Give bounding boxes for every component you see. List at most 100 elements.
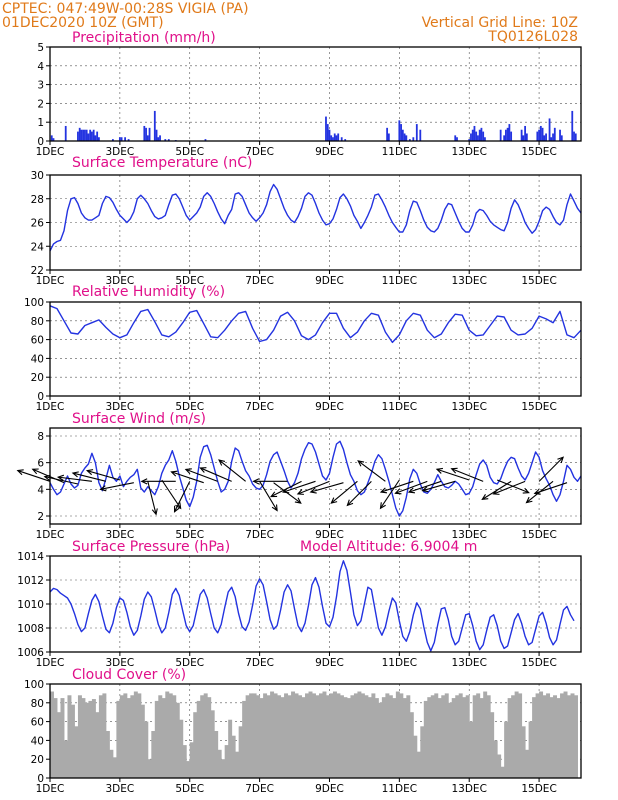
cloud-bar (224, 745, 229, 778)
precip-bar (157, 137, 160, 141)
cloud-bar (63, 740, 68, 778)
cloud-bar (441, 695, 446, 778)
cloud-x-tick-label: 5DEC (175, 783, 204, 795)
cloud-bar (221, 759, 226, 778)
wind-x-tick-label: 3DEC (106, 529, 135, 541)
wind-direction-arrow (16, 469, 51, 482)
cloud-bar (521, 726, 526, 778)
temperature-x-tick-label: 1DEC (36, 275, 65, 287)
precip-bar (524, 125, 527, 141)
pressure-x-tick-label: 7DEC (245, 657, 274, 669)
humidity-x-tick-label: 3DEC (106, 401, 135, 413)
cloud-y-tick-label: 100 (24, 679, 44, 691)
precip-bar (550, 137, 553, 141)
cloud-bar (70, 704, 75, 778)
precip-bar (78, 127, 81, 141)
cloud-bar (490, 712, 495, 778)
humidity-x-tick-label: 5DEC (175, 401, 204, 413)
cloud-bar (486, 695, 491, 778)
wind-direction-arrow (533, 482, 568, 495)
precip-bar (520, 129, 523, 141)
wind-direction-arrow (407, 480, 442, 494)
precip-bar (419, 129, 422, 141)
precip-bar (398, 120, 401, 141)
wind-x-tick-label: 7DEC (245, 529, 274, 541)
precip-bar (543, 135, 546, 141)
cloud-bar (165, 691, 170, 778)
precip-x-tick-label: 15DEC (521, 146, 556, 158)
cloud-bar (479, 698, 484, 778)
precip-bar (92, 129, 95, 141)
precip-bar (340, 137, 343, 141)
cloud-bar (437, 698, 442, 778)
temperature-y-tick-label: 26 (31, 218, 45, 230)
model-altitude-label: Model Altitude: 6.9004 m (300, 539, 477, 555)
pressure-x-tick-label: 1DEC (36, 657, 65, 669)
wind-x-tick-label: 15DEC (521, 529, 556, 541)
cloud-bar (196, 700, 201, 778)
cloud-bar (392, 698, 397, 778)
temperature-x-tick-label: 9DEC (315, 275, 344, 287)
cloud-bar (329, 693, 334, 778)
precip-y-tick-label: 0 (37, 136, 44, 148)
cloud-bar (549, 697, 554, 778)
cloud-bar (140, 704, 145, 778)
cloud-bar (357, 691, 362, 778)
precip-y-tick-label: 2 (37, 98, 44, 110)
cloud-bar (133, 691, 138, 778)
cloud-y-tick-label: 0 (37, 773, 44, 785)
cloud-bar (563, 691, 568, 778)
precip-bar (143, 125, 146, 141)
humidity-y-tick-label: 20 (31, 372, 44, 384)
pressure-x-tick-label: 3DEC (106, 657, 135, 669)
cloud-bar (60, 698, 65, 778)
humidity-y-tick-label: 0 (37, 391, 44, 403)
cloud-bar (74, 726, 79, 778)
precip-y-tick-label: 3 (37, 80, 44, 92)
cloud-y-tick-label: 40 (31, 735, 44, 747)
humidity-x-tick-label: 13DEC (451, 401, 486, 413)
cloud-bar (172, 695, 177, 778)
cloud-bar (574, 695, 578, 778)
pressure-x-tick-label: 9DEC (315, 657, 344, 669)
cloud-bar (273, 693, 278, 778)
cloud-title: Cloud Cover (%) (72, 667, 186, 683)
wind-direction-arrow (450, 467, 484, 482)
temperature-x-tick-label: 5DEC (175, 275, 204, 287)
cloud-x-tick-label: 9DEC (315, 783, 344, 795)
cloud-bar (298, 695, 303, 778)
cloud-bar (228, 719, 233, 778)
cloud-bar (514, 691, 519, 778)
cloud-bar (402, 698, 407, 778)
precip-bar (159, 135, 161, 141)
wind-direction-arrow (199, 467, 232, 482)
cloud-bar (158, 695, 163, 778)
precip-bar (545, 133, 547, 141)
precip-bar (146, 135, 149, 141)
cloud-bar (175, 702, 180, 778)
cloud-bar (374, 698, 379, 778)
precip-bar (332, 137, 334, 141)
precip-x-tick-label: 3DEC (106, 146, 135, 158)
cloud-bar (458, 693, 463, 778)
cloud-bar (210, 710, 215, 778)
wind-x-tick-label: 11DEC (382, 529, 417, 541)
cloud-bar (291, 691, 296, 778)
temperature-x-tick-label: 3DEC (106, 275, 135, 287)
cloud-y-tick-label: 80 (31, 698, 44, 710)
cloud-bar (81, 698, 86, 778)
cloud-bar (406, 695, 411, 778)
cloud-x-tick-label: 13DEC (451, 783, 486, 795)
temperature-x-tick-label: 15DEC (521, 275, 556, 287)
precip-bar (387, 133, 390, 141)
cloud-x-tick-label: 3DEC (106, 783, 135, 795)
cloud-bar (88, 700, 93, 778)
wind-series-line (49, 440, 582, 517)
cloud-bar (123, 693, 128, 778)
humidity-x-tick-label: 11DEC (382, 401, 417, 413)
wind-frame (49, 427, 582, 525)
precip-bar (468, 139, 471, 141)
wind-direction-arrow (309, 482, 344, 494)
cloud-bar (444, 693, 449, 778)
precip-bar (386, 127, 389, 141)
